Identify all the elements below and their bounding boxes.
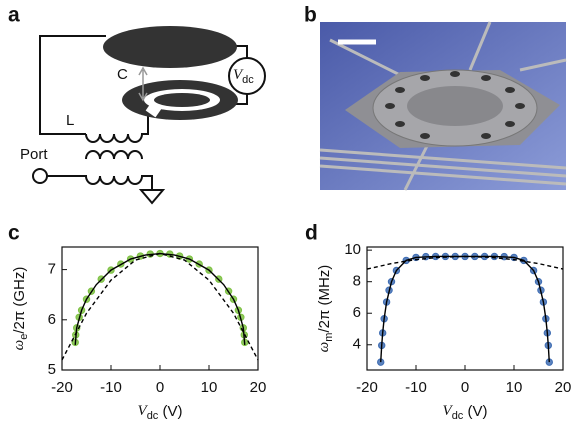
y-axis-label-main: ω	[316, 342, 332, 353]
inner-plate	[154, 93, 210, 107]
axes-frame	[367, 247, 563, 370]
port-label: Port	[20, 146, 48, 163]
x-axis-label-sub: dc	[452, 410, 464, 422]
capacitor-label: C	[117, 66, 128, 83]
page: {"panels": {"a": {"letter": "a", "capaci…	[0, 0, 574, 424]
x-tick-label: 0	[156, 379, 164, 396]
y-tick-label: 5	[48, 361, 56, 378]
axes-frame	[62, 247, 258, 370]
x-tick-label: 20	[555, 379, 572, 396]
y-axis-label: ωm/2π (MHz)	[316, 265, 335, 353]
fit-curve	[381, 256, 550, 362]
ground	[141, 190, 163, 203]
panel-letter: b	[304, 4, 317, 27]
x-tick-label: -20	[51, 379, 73, 396]
x-axis-label-rest: (V)	[463, 403, 487, 420]
panel-letter: c	[8, 222, 20, 245]
panel-letter: a	[8, 4, 20, 27]
fit-curve	[75, 254, 245, 345]
model-curve	[62, 254, 258, 360]
port-circle	[33, 169, 47, 183]
y-axis-label-main: ω	[11, 340, 27, 351]
port-coil	[47, 176, 152, 190]
inductor-coil	[86, 151, 142, 159]
y-axis-label-rest: /2π (GHz)	[11, 267, 28, 334]
y-axis-label-rest: /2π (MHz)	[316, 265, 333, 333]
x-tick-label: 10	[506, 379, 523, 396]
y-axis-label: ωe/2π (GHz)	[11, 267, 30, 351]
x-tick-label: 0	[461, 379, 469, 396]
top-plate	[103, 26, 237, 68]
x-tick-label: 20	[250, 379, 267, 396]
x-axis-label-rest: (V)	[158, 403, 182, 420]
inductor-label: L	[66, 112, 74, 129]
y-tick-label: 6	[48, 311, 56, 328]
y-tick-label: 6	[353, 304, 361, 321]
x-tick-label: -20	[356, 379, 378, 396]
source-sub: dc	[242, 74, 254, 86]
y-tick-label: 7	[48, 261, 56, 278]
x-tick-label: 10	[201, 379, 218, 396]
source-label: Vdc	[233, 67, 254, 85]
x-axis-label: Vdc (V)	[138, 403, 183, 422]
x-axis-label-sub: dc	[147, 410, 159, 422]
x-tick-label: -10	[100, 379, 122, 396]
x-tick-label: -10	[405, 379, 427, 396]
figure: a C L Port Vdc b c -20 -10 0 10 20 5 6 7 Vdc (V) ω…	[0, 0, 574, 424]
y-tick-label: 8	[353, 273, 361, 290]
panel-letter: d	[305, 222, 318, 245]
drum-center	[407, 86, 503, 126]
y-tick-label: 10	[344, 241, 361, 258]
y-axis-label-sub: m	[323, 333, 335, 342]
x-axis-label: Vdc (V)	[443, 403, 488, 422]
y-tick-label: 4	[353, 336, 361, 353]
